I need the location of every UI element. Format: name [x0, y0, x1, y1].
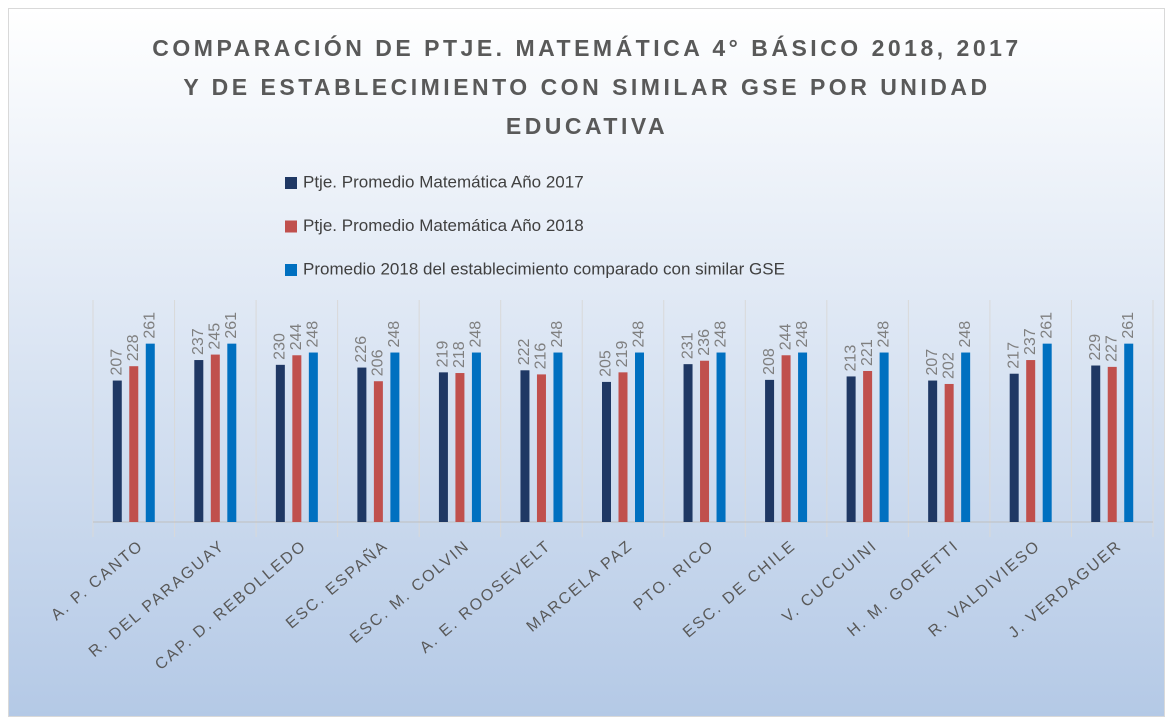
value-label: 237: [1022, 328, 1039, 355]
legend-label: Promedio 2018 del establecimiento compar…: [303, 259, 785, 278]
value-label: 248: [549, 321, 566, 348]
bar: [928, 380, 938, 522]
value-label: 244: [288, 323, 305, 350]
bar: [635, 352, 644, 522]
value-label: 208: [761, 348, 778, 375]
legend-swatch: [285, 220, 297, 233]
bar: [765, 379, 775, 522]
bar: [308, 352, 318, 522]
bar: [618, 372, 628, 522]
bar: [1091, 365, 1101, 522]
bar: [602, 381, 611, 522]
legend-swatch: [285, 264, 297, 276]
bar: [129, 366, 139, 522]
bar: [373, 381, 383, 522]
bar: [700, 360, 710, 522]
value-label: 229: [1087, 334, 1104, 361]
bar: [227, 343, 237, 522]
value-label: 227: [1103, 335, 1120, 362]
value-label: 248: [468, 321, 485, 348]
value-label: 261: [141, 312, 158, 339]
value-label: 230: [272, 333, 289, 360]
value-label: 261: [1120, 312, 1137, 339]
value-label: 248: [631, 321, 648, 348]
bar: [1107, 366, 1117, 522]
value-label: 248: [875, 321, 892, 348]
value-label: 244: [777, 323, 794, 350]
bar: [292, 355, 302, 522]
chart-title: Y DE ESTABLECIMIENTO CON SIMILAR GSE POR…: [183, 74, 990, 100]
bar: [112, 380, 122, 522]
value-label: 207: [924, 349, 941, 376]
value-label: 207: [108, 349, 125, 376]
value-label: 261: [223, 312, 240, 339]
legend-label: Ptje. Promedio Matemática Año 2018: [303, 216, 584, 235]
bar: [961, 352, 971, 522]
bar: [863, 370, 873, 522]
bar: [438, 372, 448, 522]
chart-title: EDUCATIVA: [506, 113, 668, 139]
value-label: 228: [125, 334, 142, 361]
value-label: 237: [190, 328, 207, 355]
value-label: 226: [353, 336, 370, 363]
bar: [520, 370, 530, 522]
bar: [1042, 343, 1052, 522]
bar: [1009, 373, 1019, 522]
bar: [1124, 343, 1134, 522]
legend-label: Ptje. Promedio Matemática Año 2017: [303, 172, 584, 191]
bar: [194, 360, 204, 522]
value-label: 218: [451, 341, 468, 368]
bar: [357, 367, 367, 522]
value-label: 231: [679, 332, 696, 359]
value-label: 261: [1038, 312, 1055, 339]
value-label: 248: [794, 321, 811, 348]
value-label: 219: [435, 341, 452, 368]
value-label: 216: [533, 343, 550, 370]
value-label: 213: [842, 345, 859, 372]
bar: [846, 376, 856, 522]
bar: [471, 352, 481, 522]
value-label: 205: [598, 350, 615, 377]
bar: [798, 352, 808, 522]
bar: [145, 343, 155, 522]
bar: [716, 352, 726, 522]
chart-title: COMPARACIÓN DE PTJE. MATEMÁTICA 4° BÁSIC…: [152, 34, 1021, 61]
value-label: 248: [305, 321, 322, 348]
bar: [536, 374, 546, 522]
bar: [455, 373, 465, 522]
bar: [210, 354, 220, 522]
value-label: 217: [1005, 342, 1022, 369]
legend-swatch: [285, 177, 297, 189]
bar: [683, 364, 693, 522]
value-label: 248: [957, 321, 974, 348]
bar: [781, 355, 791, 522]
value-label: 221: [859, 339, 876, 366]
value-label: 202: [940, 352, 957, 379]
value-label: 222: [516, 339, 533, 366]
value-label: 245: [207, 323, 224, 350]
value-label: 219: [614, 341, 631, 368]
value-label: 206: [370, 349, 387, 376]
bar: [1026, 360, 1036, 522]
bar: [944, 383, 954, 522]
bar: [879, 352, 889, 522]
bar: [553, 352, 563, 522]
value-label: 248: [712, 321, 729, 348]
bar: [275, 364, 285, 522]
value-label: 248: [386, 321, 403, 348]
bar: [390, 352, 400, 522]
value-label: 236: [696, 329, 713, 356]
